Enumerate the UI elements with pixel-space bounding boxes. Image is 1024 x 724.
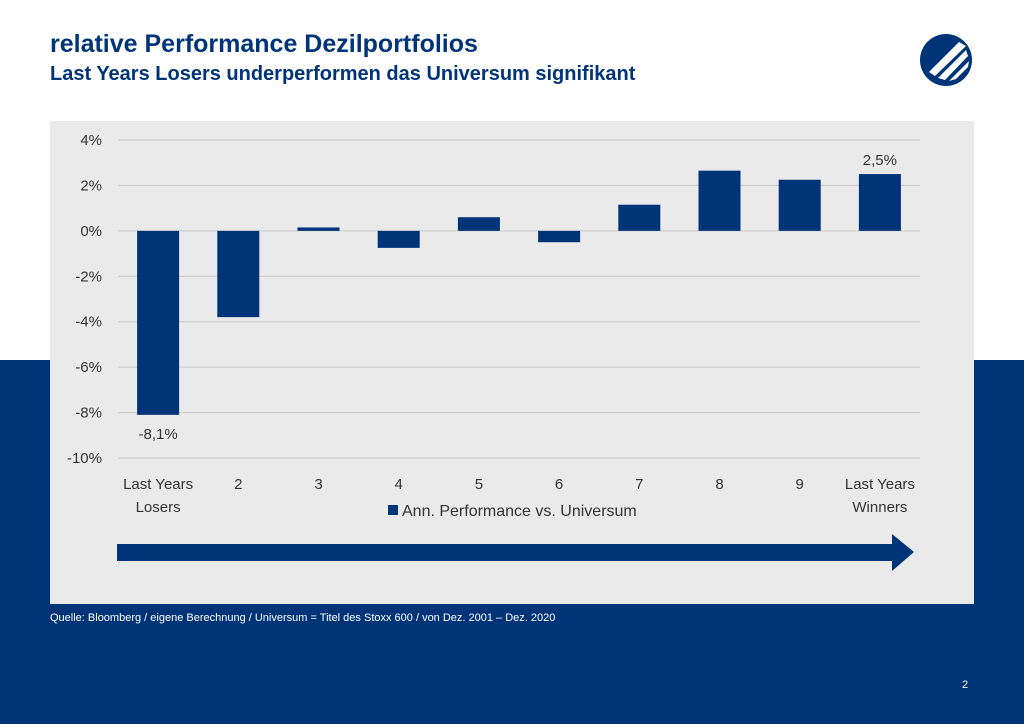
page-number: 2 <box>962 679 969 691</box>
y-tick-label: -10% <box>67 450 102 467</box>
bar <box>778 179 821 231</box>
bar <box>377 230 420 248</box>
y-tick-label: -8% <box>75 405 102 422</box>
x-tick-label: 9 <box>796 476 804 493</box>
bar <box>618 204 661 231</box>
y-tick-label: -2% <box>75 268 102 285</box>
source-note: Quelle: Bloomberg / eigene Berechnung / … <box>50 612 556 624</box>
y-tick-label: -4% <box>75 314 102 331</box>
x-tick-label: Last Years Winners <box>845 476 915 516</box>
chart-panel: 4% 2% 0% -2% -4% -6% -8% -10% Last Years Losers 2 3… <box>50 121 974 604</box>
x-tick-label: 4 <box>395 476 403 493</box>
x-tick-label: 2 <box>234 476 242 493</box>
slide-subtitle: Last Years Losers underperformen das Uni… <box>50 63 636 85</box>
y-tick-label: 0% <box>80 223 102 240</box>
legend-swatch <box>388 505 398 515</box>
data-label: 2,5% <box>863 152 897 169</box>
bar-chart: 4% 2% 0% -2% -4% -6% -8% -10% Last Years Losers 2 3… <box>67 132 920 571</box>
slide-title: relative Performance Dezilportfolios <box>50 30 478 58</box>
y-tick-label: -6% <box>75 359 102 376</box>
bar <box>217 230 260 318</box>
bar <box>698 170 741 231</box>
x-tick-label: 5 <box>475 476 483 493</box>
bar <box>297 227 340 231</box>
direction-arrow <box>117 534 914 571</box>
data-label: -8,1% <box>139 426 178 443</box>
legend-label: Ann. Performance vs. Universum <box>402 503 637 520</box>
x-tick-label: 7 <box>635 476 643 493</box>
bar <box>137 230 180 415</box>
bar <box>538 230 581 243</box>
y-tick-label: 2% <box>80 177 102 194</box>
x-tick-label: Last Years Losers <box>123 476 193 516</box>
x-tick-label: 3 <box>314 476 322 493</box>
x-tick-label: 6 <box>555 476 563 493</box>
y-tick-label: 4% <box>80 132 102 149</box>
bar <box>457 217 500 231</box>
bar <box>858 174 901 231</box>
company-logo-icon <box>920 34 972 86</box>
x-tick-label: 8 <box>715 476 723 493</box>
